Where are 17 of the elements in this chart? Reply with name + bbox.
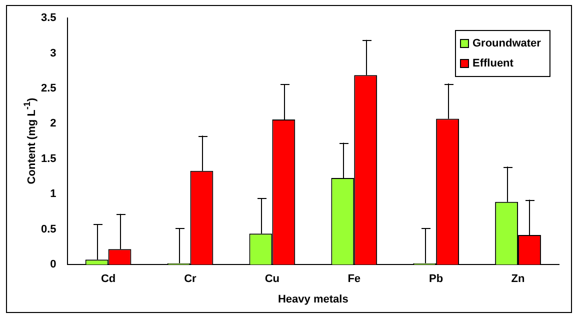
y-tick-label: 2.5 xyxy=(40,82,56,94)
legend-label: Effluent xyxy=(472,58,514,70)
x-tick-label: Fe xyxy=(348,273,361,286)
legend-label: Groundwater xyxy=(472,38,542,50)
x-tick-label: Cu xyxy=(264,273,280,286)
y-tick-label: 1.5 xyxy=(40,152,56,165)
y-tick-label: 3 xyxy=(50,47,56,60)
y-tick-label: 0 xyxy=(50,258,56,271)
x-tick-label: Zn xyxy=(511,273,526,286)
y-tick-label: 3.5 xyxy=(40,12,56,24)
x-axis-title: Heavy metals xyxy=(278,293,348,306)
x-tick-label: Cr xyxy=(184,273,198,286)
y-tick-label: 2 xyxy=(50,118,56,130)
x-tick-label: Pb xyxy=(429,273,444,286)
x-tick-label: Cd xyxy=(100,273,116,286)
y-tick-label: 1 xyxy=(50,188,56,200)
y-tick-label: 0.5 xyxy=(40,223,56,236)
